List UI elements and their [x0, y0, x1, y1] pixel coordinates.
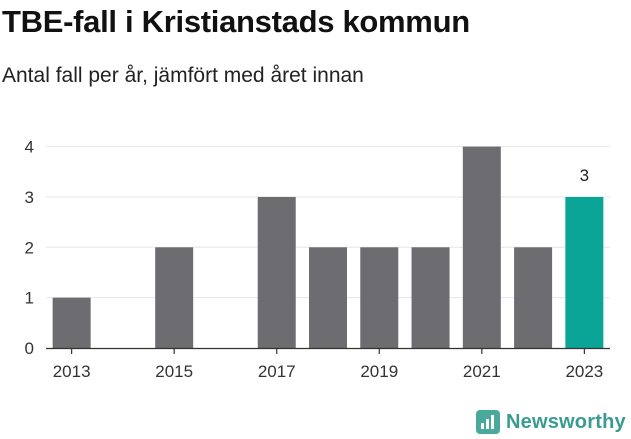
y-tick-label: 2: [25, 238, 34, 257]
x-tick-label: 2023: [565, 362, 603, 381]
bar-chart: 0 1 2 3 4 3 2013 2015 2017 2019 2021 2023: [25, 138, 610, 381]
newsworthy-logo: Newsworthy: [476, 408, 626, 436]
bar-2020: [411, 247, 450, 348]
bar-2019: [360, 247, 399, 348]
x-tick-label: 2013: [53, 362, 91, 381]
bar-2023: [565, 196, 604, 348]
y-tick-label: 0: [25, 339, 34, 358]
x-tick-label: 2015: [155, 362, 193, 381]
bar-2017: [257, 196, 296, 348]
x-tick-label: 2019: [360, 362, 398, 381]
y-tick-label: 3: [25, 188, 34, 207]
data-label: 3: [580, 166, 589, 185]
bar-2013: [52, 297, 91, 348]
x-tick-label: 2017: [258, 362, 296, 381]
y-tick-label: 1: [25, 289, 34, 308]
y-tick-label: 4: [25, 138, 34, 157]
chart-title: TBE-fall i Kristianstads kommun: [2, 4, 470, 39]
chart-subtitle: Antal fall per år, jämfört med året inna…: [2, 64, 364, 87]
bar-chart-icon: [476, 410, 500, 434]
x-tick-label: 2021: [463, 362, 501, 381]
bar-2015: [155, 247, 194, 348]
bar-2022: [514, 247, 553, 348]
bar-2018: [309, 247, 347, 348]
bar-2021: [462, 146, 501, 348]
brand-name: Newsworthy: [506, 410, 626, 433]
